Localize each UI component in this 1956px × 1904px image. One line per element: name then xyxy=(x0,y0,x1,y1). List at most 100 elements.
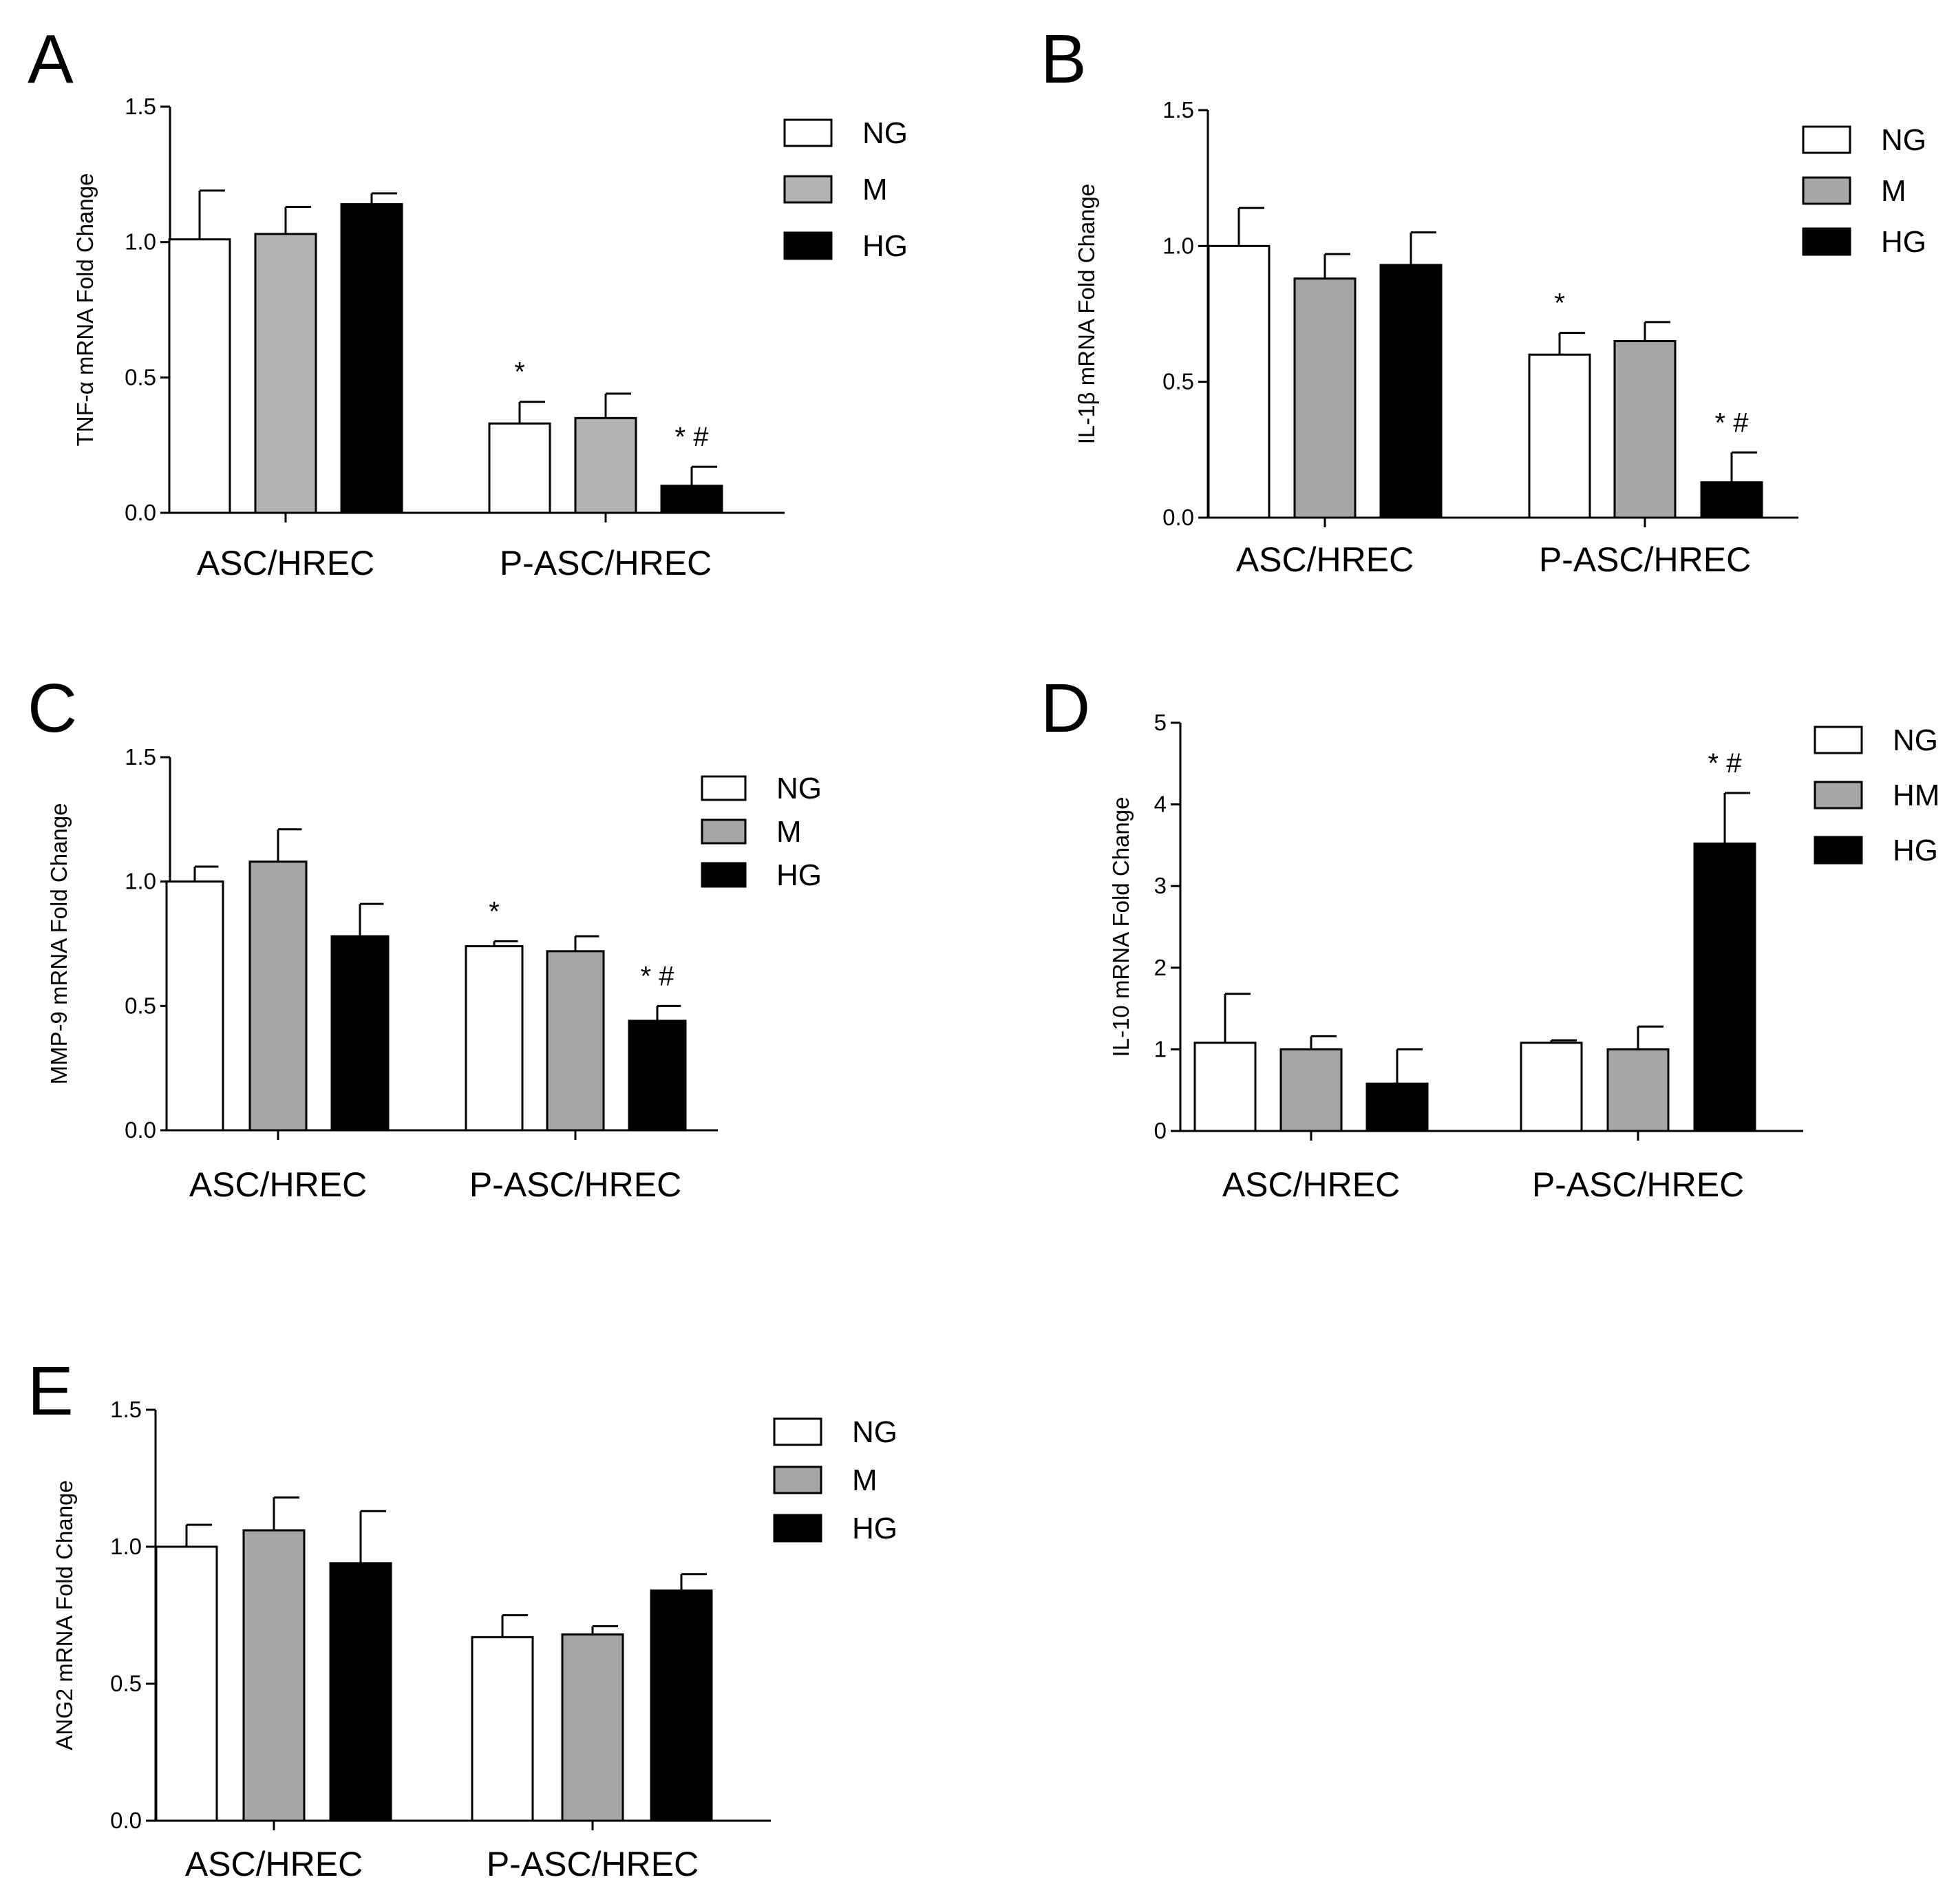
bar-m xyxy=(248,860,308,1132)
legend-swatch-ng xyxy=(773,1417,822,1446)
y-tick-label: 2 xyxy=(1154,955,1167,980)
legend-swatch-hg xyxy=(701,862,747,888)
y-tick-label: 1 xyxy=(1154,1036,1167,1061)
legend-swatch-hm xyxy=(1814,781,1863,810)
bar-hm xyxy=(1279,1048,1343,1132)
bar-m xyxy=(254,233,317,514)
category-label: ASC/HREC xyxy=(189,1165,367,1204)
bar-ng xyxy=(488,422,551,514)
chart-panel-e: E 0.0 0.5 1.0 1.5 ANG2 mRNA Fold Change ASC/HR… xyxy=(28,1353,897,1883)
bar-hg xyxy=(660,485,723,514)
bar-m xyxy=(561,1633,624,1822)
legend-label: M xyxy=(776,815,802,849)
y-tick-label: 4 xyxy=(1154,792,1167,817)
y-tick-label: 1.0 xyxy=(110,1534,142,1559)
bar-ng xyxy=(155,1545,218,1822)
bar-m xyxy=(574,416,637,514)
category-label: ASC/HREC xyxy=(1222,1165,1400,1204)
legend-label: M xyxy=(862,173,888,207)
y-axis-title: IL-10 mRNA Fold Change xyxy=(1108,797,1134,1057)
bar-ng xyxy=(1520,1041,1583,1132)
legend-label: NG xyxy=(852,1415,897,1449)
bar-hm xyxy=(1606,1048,1670,1132)
significance-mark: * xyxy=(514,357,525,388)
y-tick-label: 0.5 xyxy=(1162,369,1194,394)
y-tick-label: 0.0 xyxy=(110,1808,142,1833)
chart-panel-b: B 0.0 0.5 1.0 1.5 IL-1β mRNA Fold Change ASC/H… xyxy=(1041,21,1926,579)
legend-swatch-m xyxy=(701,818,747,845)
legend-label: NG xyxy=(862,116,908,150)
significance-mark: * # xyxy=(1708,748,1743,779)
bar-ng xyxy=(471,1636,534,1822)
legend-swatch-m xyxy=(773,1466,822,1494)
y-tick-label: 0.0 xyxy=(1162,505,1194,530)
chart-panel-a: A 0.0 0.5 1.0 1.5 TNF-α mRNA Fold Change ASC/H… xyxy=(28,21,908,582)
panel-letter: E xyxy=(28,1353,74,1430)
legend-swatch-m xyxy=(783,175,833,204)
legend-swatch-ng xyxy=(1802,125,1851,154)
bar-hg xyxy=(1700,481,1763,519)
legend-label: NG xyxy=(776,772,822,805)
bar-ng xyxy=(165,880,224,1132)
legend-label: HG xyxy=(862,229,908,263)
bar-hg xyxy=(329,1562,392,1822)
bar-m xyxy=(242,1529,306,1822)
bar-hg xyxy=(330,935,390,1132)
y-tick-label: 0.5 xyxy=(110,1671,142,1696)
category-label: ASC/HREC xyxy=(1236,540,1414,579)
bar-ng xyxy=(465,945,524,1132)
category-label: P-ASC/HREC xyxy=(469,1165,681,1204)
legend-swatch-ng xyxy=(701,775,747,801)
y-tick-label: 0.0 xyxy=(125,1117,156,1143)
legend-label: M xyxy=(1881,174,1906,208)
y-tick-label: 1.5 xyxy=(1162,97,1194,123)
legend-label: NG xyxy=(1893,723,1938,757)
y-tick-label: 1.0 xyxy=(1162,233,1194,258)
bar-hg xyxy=(340,203,403,514)
panel-letter: C xyxy=(28,670,77,747)
y-tick-label: 1.5 xyxy=(125,744,156,770)
legend-swatch-hg xyxy=(1802,227,1851,256)
y-tick-label: 0.0 xyxy=(125,500,156,525)
legend-label: HG xyxy=(1881,225,1926,259)
significance-mark: * xyxy=(1554,288,1565,319)
panel-letter: B xyxy=(1041,21,1087,98)
category-label: P-ASC/HREC xyxy=(487,1845,699,1883)
legend-swatch-hg xyxy=(783,231,833,260)
legend-swatch-ng xyxy=(783,118,833,147)
bar-hg xyxy=(1365,1082,1429,1132)
bar-ng xyxy=(1193,1041,1257,1132)
y-tick-label: 0.5 xyxy=(125,364,156,390)
legend-label: NG xyxy=(1881,123,1926,157)
bar-hg xyxy=(1379,264,1443,519)
legend-label: HG xyxy=(852,1512,897,1545)
bar-ng xyxy=(168,238,231,514)
legend-label: HG xyxy=(776,858,822,892)
y-axis-title: ANG2 mRNA Fold Change xyxy=(52,1480,77,1750)
legend-swatch-m xyxy=(1802,176,1851,205)
category-label: ASC/HREC xyxy=(197,544,374,582)
y-tick-label: 3 xyxy=(1154,873,1167,898)
panel-letter: D xyxy=(1041,670,1090,747)
significance-mark: * # xyxy=(675,422,710,452)
bar-ng xyxy=(1207,244,1271,519)
y-tick-label: 5 xyxy=(1154,710,1167,735)
panel-letter: A xyxy=(28,21,74,98)
bar-m xyxy=(1613,339,1677,519)
bar-m xyxy=(546,950,605,1132)
chart-panel-d: D 0 1 2 3 4 5 IL-10 mRNA Fold Change ASC/HREC P-A… xyxy=(1041,670,1939,1204)
bar-hg xyxy=(650,1589,713,1822)
bar-ng xyxy=(1528,353,1591,519)
y-axis-title: TNF-α mRNA Fold Change xyxy=(72,173,98,447)
category-label: P-ASC/HREC xyxy=(1532,1165,1744,1204)
significance-mark: * # xyxy=(1715,408,1750,438)
y-axis-title: IL-1β mRNA Fold Change xyxy=(1074,184,1099,445)
significance-mark: * xyxy=(489,896,500,927)
significance-mark: * # xyxy=(641,961,675,991)
y-tick-label: 0.5 xyxy=(125,993,156,1018)
legend-label: HM xyxy=(1893,779,1939,812)
legend-label: M xyxy=(852,1463,878,1497)
y-tick-label: 1.5 xyxy=(125,94,156,119)
bar-m xyxy=(1293,277,1357,519)
